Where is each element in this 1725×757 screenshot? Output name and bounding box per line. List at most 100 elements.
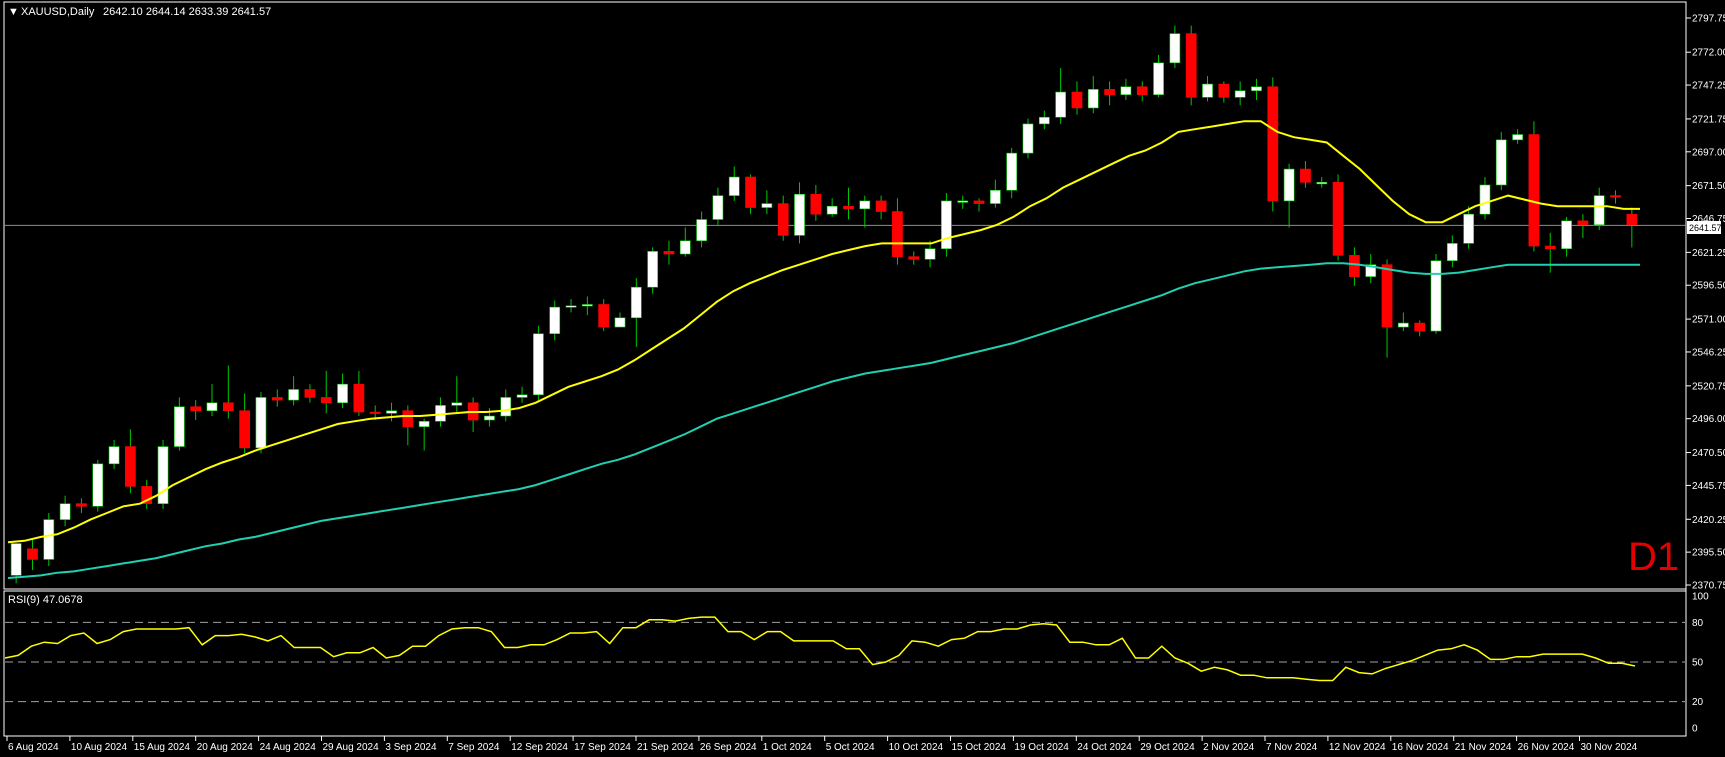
bullish-candle xyxy=(516,394,528,398)
bearish-candle xyxy=(1218,83,1230,98)
bearish-candle xyxy=(1610,195,1621,198)
bullish-candle xyxy=(859,200,871,210)
bullish-candle xyxy=(1512,134,1523,141)
price-tick-label: 2445.75 xyxy=(1692,481,1725,492)
time-tick-label: 15 Oct 2024 xyxy=(952,742,1007,753)
bullish-candle xyxy=(630,286,642,319)
bullish-candle xyxy=(1038,116,1050,125)
price-tick-label: 2697.00 xyxy=(1692,147,1725,158)
bearish-candle xyxy=(1185,33,1197,98)
time-axis-ticks: 6 Aug 2024 10 Aug 2024 15 Aug 2024 20 Aug 2… xyxy=(6,736,1638,753)
bullish-candle xyxy=(679,240,691,255)
chart-menu-arrow-icon[interactable]: ▼ xyxy=(8,6,19,18)
bearish-candle xyxy=(810,193,822,215)
bullish-candle xyxy=(484,415,495,421)
bearish-candle xyxy=(271,397,283,401)
bullish-candle xyxy=(990,189,1001,204)
time-tick-label: 21 Sep 2024 xyxy=(637,742,694,753)
bullish-candle xyxy=(533,333,544,396)
bullish-candle xyxy=(582,304,593,307)
bullish-candle xyxy=(1283,168,1295,202)
bullish-candle xyxy=(1055,91,1066,118)
price-tick-label: 2646.75 xyxy=(1692,214,1725,225)
bearish-candle xyxy=(1626,213,1638,226)
bullish-candle xyxy=(1022,123,1034,154)
price-tick-label: 2596.50 xyxy=(1692,281,1725,292)
price-tick-label: 2797.75 xyxy=(1692,14,1725,25)
price-tick-label: 2571.00 xyxy=(1692,315,1725,326)
bullish-candle xyxy=(1593,195,1605,226)
time-tick-label: 7 Nov 2024 xyxy=(1266,742,1318,753)
rsi-tick-label: 50 xyxy=(1692,658,1704,669)
price-tick-label: 2721.75 xyxy=(1692,114,1725,125)
ma-slow-line xyxy=(7,262,1640,579)
bullish-candle xyxy=(288,389,299,401)
time-tick-label: 2 Nov 2024 xyxy=(1203,742,1255,753)
bullish-candle xyxy=(696,219,707,242)
bearish-candle xyxy=(369,411,381,414)
bearish-candle xyxy=(875,200,887,212)
bullish-candle xyxy=(337,383,348,404)
bullish-candle xyxy=(794,193,805,236)
bearish-candle xyxy=(663,251,675,255)
price-tick-label: 2470.50 xyxy=(1692,448,1725,459)
rsi-tick-label: 20 xyxy=(1692,697,1704,708)
bearish-candle xyxy=(1349,255,1360,277)
bearish-candle xyxy=(320,397,332,404)
bearish-candle xyxy=(141,486,153,504)
chart-ohlc-values: 2642.10 2644.14 2633.39 2641.57 xyxy=(103,6,271,18)
bullish-candle xyxy=(157,446,169,504)
bullish-candle xyxy=(1463,213,1474,244)
bullish-candle xyxy=(1087,89,1099,109)
price-tick-label: 2747.25 xyxy=(1692,81,1725,92)
chart-symbol-label: XAUUSD,Daily xyxy=(21,6,95,18)
bullish-candle xyxy=(43,519,55,560)
bearish-candle xyxy=(304,389,316,398)
bullish-candle xyxy=(924,248,936,260)
bullish-candle xyxy=(1446,243,1458,261)
time-tick-label: 26 Sep 2024 xyxy=(700,742,757,753)
bullish-candle xyxy=(614,317,626,328)
price-tick-label: 2395.50 xyxy=(1692,548,1725,559)
time-tick-label: 29 Oct 2024 xyxy=(1140,742,1195,753)
bearish-candle xyxy=(777,203,789,236)
price-axis-ticks: 2797.75 2772.00 2747.25 2721.75 2697.00 2671.… xyxy=(1686,14,1725,592)
time-tick-label: 5 Oct 2024 xyxy=(826,742,875,753)
bullish-candle xyxy=(10,543,22,576)
bearish-candle xyxy=(1332,182,1344,256)
time-tick-label: 6 Aug 2024 xyxy=(8,742,59,753)
time-tick-label: 7 Sep 2024 xyxy=(448,742,500,753)
bearish-candle xyxy=(745,176,756,208)
bullish-candle xyxy=(1398,322,1409,328)
bullish-candle xyxy=(1430,260,1442,332)
candlestick-series xyxy=(10,25,1638,584)
bullish-candle xyxy=(386,410,397,414)
bullish-candle xyxy=(565,305,577,308)
bullish-candle xyxy=(451,402,463,406)
time-tick-label: 19 Oct 2024 xyxy=(1014,742,1069,753)
bullish-candle xyxy=(957,200,969,203)
time-tick-label: 1 Oct 2024 xyxy=(763,742,812,753)
price-tick-label: 2772.00 xyxy=(1692,48,1725,59)
bearish-candle xyxy=(353,383,365,413)
rsi-axis-ticks: 100 80 50 20 0 xyxy=(1692,592,1709,735)
rsi-indicator-label: RSI(9) 47.0678 xyxy=(8,594,83,606)
bullish-candle xyxy=(1561,220,1572,250)
bullish-candle xyxy=(206,402,218,412)
bullish-candle xyxy=(255,397,267,449)
rsi-tick-label: 0 xyxy=(1692,724,1698,735)
bullish-candle xyxy=(941,200,952,250)
bearish-candle xyxy=(1414,322,1426,332)
bearish-candle xyxy=(1381,264,1393,328)
bullish-candle xyxy=(174,406,185,447)
time-tick-label: 16 Nov 2024 xyxy=(1392,742,1449,753)
bearish-candle xyxy=(1267,86,1279,202)
bullish-candle xyxy=(1153,62,1164,95)
time-tick-label: 15 Aug 2024 xyxy=(134,742,191,753)
bearish-candle xyxy=(1136,86,1148,95)
bearish-candle xyxy=(1577,220,1589,226)
bearish-candle xyxy=(222,402,234,412)
bullish-candle xyxy=(647,251,658,288)
